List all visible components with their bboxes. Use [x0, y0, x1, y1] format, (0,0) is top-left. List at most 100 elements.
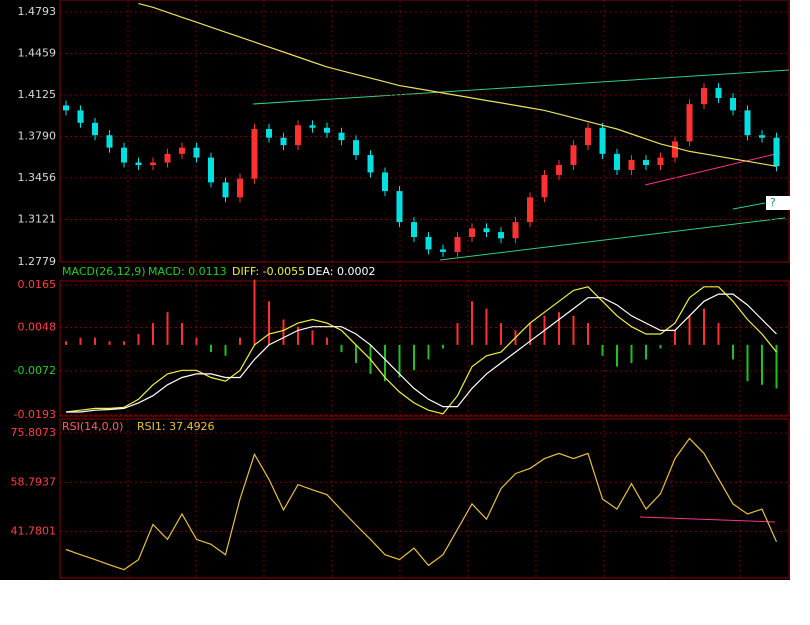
candle-body — [570, 145, 577, 166]
histogram-bar — [471, 301, 473, 345]
candle-body — [150, 162, 156, 166]
candle-body — [251, 129, 258, 179]
y-tick-label: 75.8073 — [11, 426, 57, 439]
candle-body — [338, 132, 345, 141]
candle-body — [773, 137, 780, 167]
histogram-bar — [456, 323, 459, 345]
histogram-bar — [645, 344, 647, 360]
histogram-bar — [442, 344, 444, 349]
y-tick-label: 1.4459 — [18, 46, 57, 59]
candle-body — [454, 237, 461, 252]
line — [65, 286, 777, 415]
histogram-bar — [761, 344, 763, 385]
histogram-bar — [268, 301, 270, 345]
candle-body — [715, 88, 722, 98]
histogram-bar — [601, 344, 604, 356]
candle-body — [309, 125, 316, 128]
line — [66, 293, 777, 413]
candle-body — [657, 157, 664, 166]
histogram-bar — [558, 312, 560, 345]
histogram-bar — [703, 308, 705, 345]
trend-lines — [252, 69, 790, 523]
candle-body — [208, 157, 214, 183]
trend-line — [439, 217, 786, 261]
candle-body — [411, 222, 417, 238]
histogram-bar — [210, 344, 212, 353]
histogram-bar — [79, 337, 82, 345]
candle-body — [135, 162, 142, 166]
candle-body — [541, 174, 548, 198]
vertical-grid — [127, 0, 741, 578]
candle-body — [280, 137, 287, 146]
candle-body — [237, 178, 243, 198]
histogram-bar — [384, 344, 386, 382]
y-tick-label: 1.4793 — [18, 5, 57, 18]
candle-body — [367, 155, 374, 173]
histogram-bar — [340, 344, 343, 353]
histogram-bar — [659, 344, 662, 349]
candle-body — [512, 222, 519, 239]
candle-body — [527, 197, 533, 223]
candle-body — [425, 237, 432, 250]
panel-label: RSI1: 37.4926 — [137, 420, 215, 433]
histogram-bar — [94, 337, 96, 345]
candle-body — [396, 191, 403, 223]
candle-body — [353, 140, 359, 156]
candle-body — [614, 153, 620, 170]
candle-body — [628, 160, 635, 170]
candle-body — [686, 104, 693, 142]
candle-body — [106, 135, 113, 148]
histogram-bar — [195, 337, 198, 345]
histogram-bar — [616, 344, 618, 367]
histogram-bar — [311, 330, 314, 345]
annotation-box — [766, 196, 790, 210]
candle-body — [92, 122, 98, 136]
histogram-bar — [587, 323, 589, 345]
rsi-panel — [59, 418, 790, 579]
histogram-bar — [108, 341, 111, 345]
histogram-bar — [746, 344, 749, 382]
candle-body — [599, 127, 606, 154]
trend-line — [644, 152, 781, 186]
histogram-bar — [239, 337, 241, 345]
candle-body — [77, 110, 84, 123]
y-tick-label: 0.0048 — [18, 320, 57, 333]
candle-body — [295, 125, 301, 146]
histogram-bar — [413, 344, 415, 371]
histogram-bar — [253, 279, 256, 345]
panel-label: MACD: 0.0113 — [148, 265, 227, 278]
histogram-bar — [355, 344, 357, 364]
y-tick-label: -0.0193 — [14, 408, 56, 421]
panel-label: DIFF: -0.0055 — [232, 265, 305, 278]
candle-body — [730, 97, 736, 111]
candle-body — [382, 172, 388, 192]
annotation: ? — [770, 196, 776, 209]
candle-body — [193, 147, 200, 158]
candle-body — [585, 127, 591, 146]
histogram-bar — [688, 315, 691, 345]
histogram-bar — [529, 323, 531, 345]
histogram-bar — [282, 319, 285, 345]
candle-body — [701, 88, 707, 105]
candle-body — [121, 147, 127, 163]
candle-body — [222, 182, 229, 198]
histogram-bar — [166, 312, 169, 345]
y-tick-label: 0.0165 — [18, 278, 57, 291]
histogram-bar — [297, 326, 299, 345]
candle-body — [440, 249, 446, 252]
candle-body — [498, 232, 504, 239]
candle-body — [556, 165, 562, 175]
y-tick-label: -0.0072 — [14, 364, 56, 377]
histogram-bar — [732, 344, 734, 360]
line — [138, 3, 777, 167]
trend-line — [639, 516, 776, 523]
histogram-bar — [326, 337, 328, 345]
histogram-bar — [224, 344, 227, 356]
y-tick-label: 1.3456 — [18, 171, 57, 184]
candle-body — [179, 147, 185, 154]
candle-body — [324, 127, 330, 133]
arrow-line — [732, 202, 766, 210]
y-tick-label: 41.7801 — [11, 524, 57, 537]
histogram-bar — [181, 323, 183, 345]
candle-body — [672, 141, 678, 158]
